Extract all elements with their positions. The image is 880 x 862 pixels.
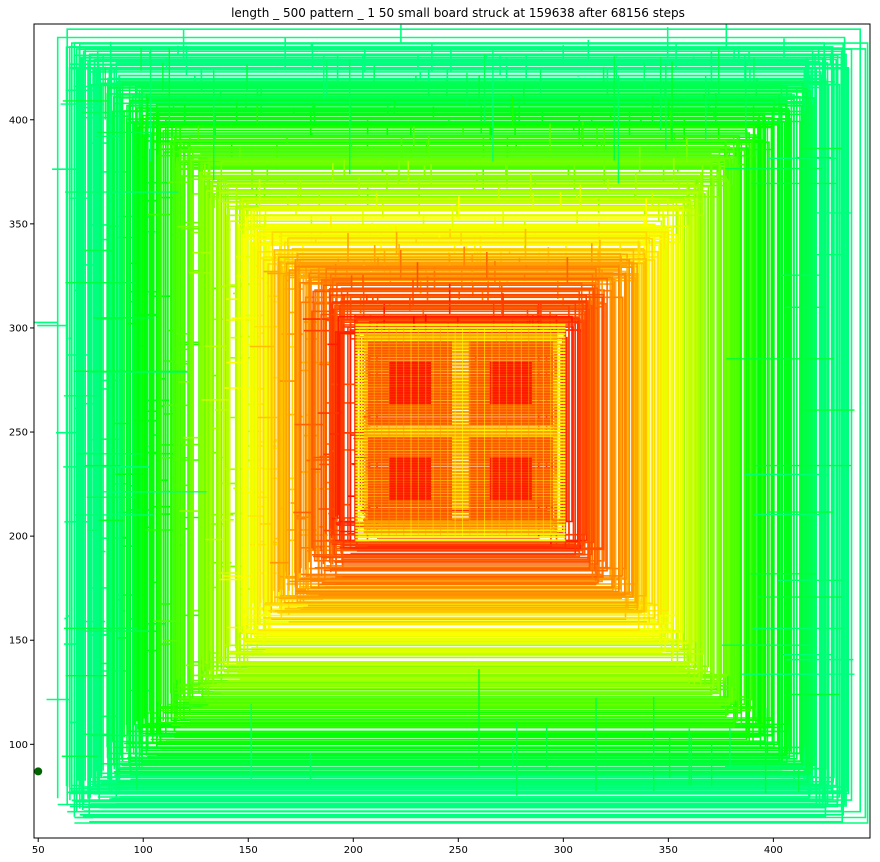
y-tick-label: 300 xyxy=(9,323,28,334)
y-tick-label: 100 xyxy=(9,740,28,751)
walk-path-segment xyxy=(205,201,691,666)
y-tick-label: 200 xyxy=(9,532,28,543)
x-axis: 50 100 150 200 250 300 350 400 xyxy=(32,838,783,856)
y-axis: 100 150 200 250 300 350 400 xyxy=(9,115,34,751)
x-tick-label: 400 xyxy=(764,845,783,856)
walk-path-segment xyxy=(116,86,809,783)
walk-path-segment xyxy=(160,135,751,712)
x-tick-label: 100 xyxy=(134,845,153,856)
walk-path-segment xyxy=(241,212,678,633)
x-tick-label: 50 xyxy=(32,845,45,856)
y-tick-label: 400 xyxy=(9,115,28,126)
x-tick-label: 300 xyxy=(554,845,573,856)
plot-frame xyxy=(33,23,871,839)
x-tick-label: 250 xyxy=(449,845,468,856)
walk-path-segment xyxy=(270,270,627,620)
y-tick-label: 150 xyxy=(9,636,28,647)
x-tick-label: 200 xyxy=(344,845,363,856)
start-point-marker xyxy=(34,767,43,776)
x-tick-label: 350 xyxy=(659,845,678,856)
plot-area xyxy=(34,24,869,824)
walk-path-segment xyxy=(219,179,699,664)
marker-layer xyxy=(34,767,43,776)
x-tick-label: 150 xyxy=(239,845,258,856)
walk-path-segment xyxy=(262,241,656,619)
walk-path-layer xyxy=(34,24,869,824)
y-tick-label: 350 xyxy=(9,219,28,230)
chart-title: length _ 500 pattern _ 1 50 small board … xyxy=(231,6,685,20)
walk-path-segment xyxy=(82,56,827,818)
y-tick-label: 250 xyxy=(9,428,28,439)
